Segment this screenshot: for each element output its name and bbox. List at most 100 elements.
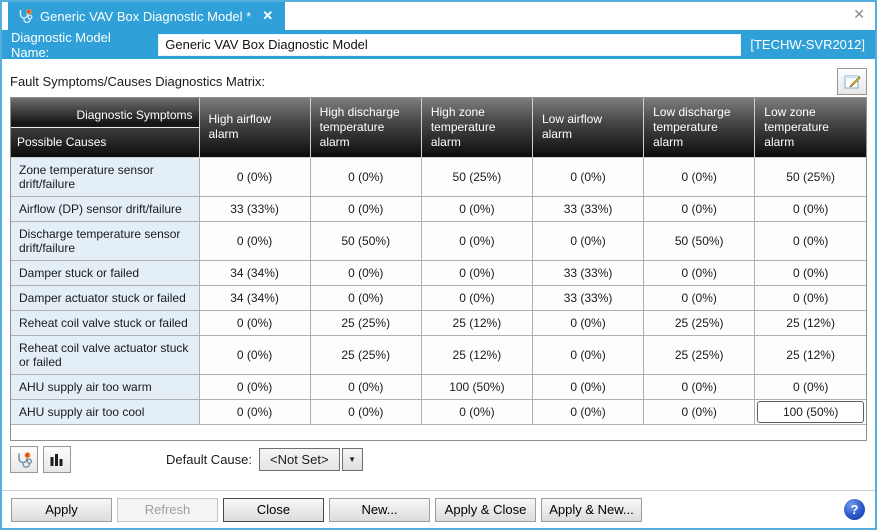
matrix-cell[interactable]: 33 (33%) — [531, 284, 645, 311]
table-row: Zone temperature sensor drift/failure 0 (… — [11, 156, 866, 197]
cause-label: Airflow (DP) sensor drift/failure — [11, 195, 200, 222]
default-cause-value: <Not Set> — [259, 448, 340, 471]
matrix-cell[interactable]: 33 (33%) — [531, 259, 645, 286]
window-close-icon[interactable]: ✕ — [853, 6, 865, 22]
matrix-cell[interactable]: 0 (0%) — [309, 284, 422, 311]
bar-chart-view-button[interactable] — [43, 446, 71, 473]
new-button[interactable]: New... — [329, 497, 430, 522]
matrix-cell[interactable]: 0 (0%) — [198, 220, 311, 261]
column-header-low-zone-temp: Low zone temperature alarm — [754, 98, 866, 158]
table-row: Discharge temperature sensor drift/failu… — [11, 220, 866, 261]
matrix-cell[interactable]: 0 (0%) — [420, 220, 533, 261]
tab-close-icon[interactable]: ✕ — [262, 8, 274, 23]
matrix-cell[interactable]: 50 (25%) — [420, 156, 533, 197]
matrix-cell[interactable]: 0 (0%) — [420, 284, 533, 311]
matrix-cell[interactable]: 50 (25%) — [754, 156, 866, 197]
table-row: Airflow (DP) sensor drift/failure 33 (33%… — [11, 195, 866, 222]
main-content: Fault Symptoms/Causes Diagnostics Matrix… — [2, 67, 875, 474]
matrix-cell[interactable]: 0 (0%) — [754, 373, 866, 400]
matrix-cell[interactable]: 0 (0%) — [643, 373, 756, 400]
matrix-cell[interactable]: 0 (0%) — [309, 398, 422, 425]
matrix-cell[interactable]: 25 (25%) — [643, 309, 756, 336]
matrix-cell[interactable]: 0 (0%) — [754, 220, 866, 261]
matrix-cell[interactable]: 0 (0%) — [420, 259, 533, 286]
matrix-cell[interactable]: 0 (0%) — [531, 156, 645, 197]
matrix-cell[interactable]: 0 (0%) — [643, 259, 756, 286]
matrix-cell[interactable]: 25 (25%) — [643, 334, 756, 375]
apply-and-new-button[interactable]: Apply & New... — [541, 497, 642, 522]
cause-label: AHU supply air too warm — [11, 373, 200, 400]
table-row: AHU supply air too cool 0 (0%) 0 (0%) 0 (0%… — [11, 398, 866, 425]
matrix-cell[interactable]: 100 (50%) — [754, 398, 866, 425]
matrix-cell[interactable]: 0 (0%) — [531, 373, 645, 400]
matrix-cell[interactable]: 0 (0%) — [531, 309, 645, 336]
matrix-cell[interactable]: 25 (12%) — [420, 309, 533, 336]
default-cause-select[interactable]: <Not Set> ▼ — [259, 448, 363, 471]
corner-header: Diagnostic Symptoms Possible Causes — [11, 98, 200, 158]
matrix-cell[interactable]: 0 (0%) — [531, 220, 645, 261]
diagnostic-model-view-button[interactable] — [10, 446, 38, 473]
matrix-cell[interactable]: 0 (0%) — [309, 156, 422, 197]
cause-label: Zone temperature sensor drift/failure — [11, 156, 200, 197]
matrix-cell[interactable]: 33 (33%) — [198, 195, 311, 222]
table-row: Reheat coil valve actuator stuck or fail… — [11, 334, 866, 375]
matrix-cell[interactable]: 0 (0%) — [643, 398, 756, 425]
matrix-cell[interactable]: 0 (0%) — [754, 259, 866, 286]
tab-diagnostic-model[interactable]: Generic VAV Box Diagnostic Model * ✕ — [8, 2, 286, 30]
matrix-cell[interactable]: 0 (0%) — [531, 334, 645, 375]
edit-matrix-button[interactable] — [837, 68, 867, 95]
table-row: Damper actuator stuck or failed 34 (34%) 0… — [11, 284, 866, 311]
matrix-cell[interactable]: 25 (12%) — [420, 334, 533, 375]
cause-label: Discharge temperature sensor drift/failu… — [11, 220, 200, 261]
matrix-cell[interactable]: 0 (0%) — [309, 195, 422, 222]
matrix-cell[interactable]: 0 (0%) — [198, 334, 311, 375]
edit-note-icon — [843, 73, 862, 91]
matrix-cell[interactable]: 50 (50%) — [309, 220, 422, 261]
selected-matrix-cell[interactable]: 100 (50%) — [757, 400, 864, 423]
apply-and-close-button[interactable]: Apply & Close — [435, 497, 536, 522]
matrix-cell[interactable]: 100 (50%) — [420, 373, 533, 400]
chevron-down-icon[interactable]: ▼ — [341, 448, 363, 471]
column-header-low-discharge-temp: Low discharge temperature alarm — [643, 98, 756, 158]
matrix-cell[interactable]: 25 (12%) — [754, 334, 866, 375]
matrix-cell[interactable]: 0 (0%) — [643, 156, 756, 197]
close-button[interactable]: Close — [223, 497, 324, 522]
cause-label: Reheat coil valve stuck or failed — [11, 309, 200, 336]
column-header-high-discharge-temp: High discharge temperature alarm — [309, 98, 422, 158]
matrix-cell[interactable]: 0 (0%) — [754, 284, 866, 311]
matrix-cell[interactable]: 0 (0%) — [531, 398, 645, 425]
matrix-cell[interactable]: 0 (0%) — [754, 195, 866, 222]
matrix-cell[interactable]: 34 (34%) — [198, 284, 311, 311]
matrix-cell[interactable]: 0 (0%) — [198, 156, 311, 197]
matrix-cell[interactable]: 0 (0%) — [198, 373, 311, 400]
model-name-input[interactable] — [158, 33, 742, 56]
apply-button[interactable]: Apply — [11, 497, 112, 522]
matrix-cell[interactable]: 25 (25%) — [309, 334, 422, 375]
matrix-cell[interactable]: 0 (0%) — [309, 259, 422, 286]
cause-label: Damper actuator stuck or failed — [11, 284, 200, 311]
matrix-cell[interactable]: 0 (0%) — [643, 284, 756, 311]
help-icon[interactable]: ? — [844, 499, 865, 520]
matrix-cell[interactable]: 0 (0%) — [198, 309, 311, 336]
tab-title: Generic VAV Box Diagnostic Model * — [40, 8, 252, 24]
matrix-body: Zone temperature sensor drift/failure 0 (… — [11, 156, 866, 425]
matrix-table: Diagnostic Symptoms Possible Causes High… — [11, 98, 866, 425]
matrix-cell[interactable]: 33 (33%) — [531, 195, 645, 222]
table-row: Damper stuck or failed 34 (34%) 0 (0%) 0 (0… — [11, 259, 866, 286]
matrix-cell[interactable]: 0 (0%) — [420, 195, 533, 222]
matrix-cell[interactable]: 25 (12%) — [754, 309, 866, 336]
table-row: AHU supply air too warm 0 (0%) 0 (0%) 100 (… — [11, 373, 866, 400]
matrix-cell[interactable]: 0 (0%) — [643, 195, 756, 222]
refresh-button[interactable]: Refresh — [117, 497, 218, 522]
tab-strip: Generic VAV Box Diagnostic Model * ✕ ✕ — [2, 2, 875, 30]
matrix-cell[interactable]: 34 (34%) — [198, 259, 311, 286]
cause-label: Damper stuck or failed — [11, 259, 200, 286]
matrix-cell[interactable]: 0 (0%) — [420, 398, 533, 425]
diagnostic-symptoms-header: Diagnostic Symptoms — [11, 98, 199, 129]
matrix-cell[interactable]: 50 (50%) — [643, 220, 756, 261]
matrix-cell[interactable]: 25 (25%) — [309, 309, 422, 336]
stethoscope-alert-icon — [15, 451, 33, 469]
cause-label: Reheat coil valve actuator stuck or fail… — [11, 334, 200, 375]
matrix-cell[interactable]: 0 (0%) — [309, 373, 422, 400]
matrix-cell[interactable]: 0 (0%) — [198, 398, 311, 425]
